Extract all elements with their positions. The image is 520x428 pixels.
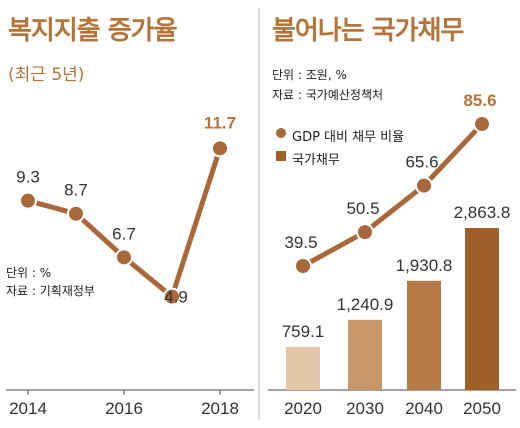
right-source-label: 자료 : 국가예산정책처 [272, 88, 384, 102]
welfare-rate-label: 4.9 [164, 288, 188, 307]
debt-bar [348, 319, 382, 390]
debt-ratio-label: 65.6 [405, 153, 438, 172]
debt-bar-label: 1,240.9 [337, 295, 394, 314]
right-x-tick-label: 2030 [346, 399, 384, 418]
debt-ratio-label: 85.6 [463, 91, 496, 110]
welfare-rate-point [163, 287, 181, 306]
welfare-rate-point [67, 204, 85, 223]
debt-bar-label: 2,863.8 [454, 203, 511, 222]
right-x-tick-label: 2020 [284, 399, 322, 418]
legend-ratio-marker [276, 128, 286, 138]
legend-debt-label: 국가채무 [292, 153, 340, 168]
debt-ratio-point [415, 176, 433, 195]
debt-bar [465, 228, 499, 390]
left-chart-subtitle: (최근 5년) [8, 65, 85, 85]
left-x-tick-label: 2018 [201, 399, 239, 418]
debt-bar [407, 280, 441, 390]
right-x-tick-label: 2050 [463, 399, 501, 418]
left-x-tick-label: 2014 [9, 399, 47, 418]
welfare-rate-label: 9.3 [16, 168, 40, 187]
right-x-tick-label: 2040 [405, 399, 443, 418]
debt-bar-label: 1,930.8 [396, 256, 453, 275]
debt-bar-label: 759.1 [282, 322, 325, 341]
right-chart-title: 불어나는 국가채무 [272, 16, 464, 46]
debt-ratio-point [473, 115, 491, 133]
debt-bar [286, 347, 320, 390]
legend-debt-marker [276, 151, 286, 161]
left-source-label: 자료 : 기획재정부 [6, 284, 95, 298]
left-chart-title: 복지지출 증가율 [8, 16, 177, 46]
debt-ratio-label: 39.5 [284, 233, 317, 252]
welfare-rate-label: 6.7 [112, 224, 136, 243]
legend-ratio-label: GDP 대비 채무 비율 [292, 130, 405, 145]
welfare-rate-label: 8.7 [64, 181, 88, 200]
debt-ratio-point [356, 223, 374, 242]
welfare-rate-point [115, 248, 133, 267]
welfare-rate-label: 11.7 [204, 113, 236, 132]
debt-ratio-line [300, 121, 485, 269]
welfare-rate-point [19, 191, 37, 210]
debt-ratio-label: 50.5 [346, 199, 379, 218]
welfare-rate-line [25, 145, 223, 300]
right-unit-label: 단위 : 조원, % [272, 68, 347, 82]
welfare-rate-point [211, 139, 229, 158]
left-unit-label: 단위 : % [6, 266, 52, 280]
debt-ratio-point [294, 257, 312, 275]
left-x-tick-label: 2016 [105, 399, 143, 418]
